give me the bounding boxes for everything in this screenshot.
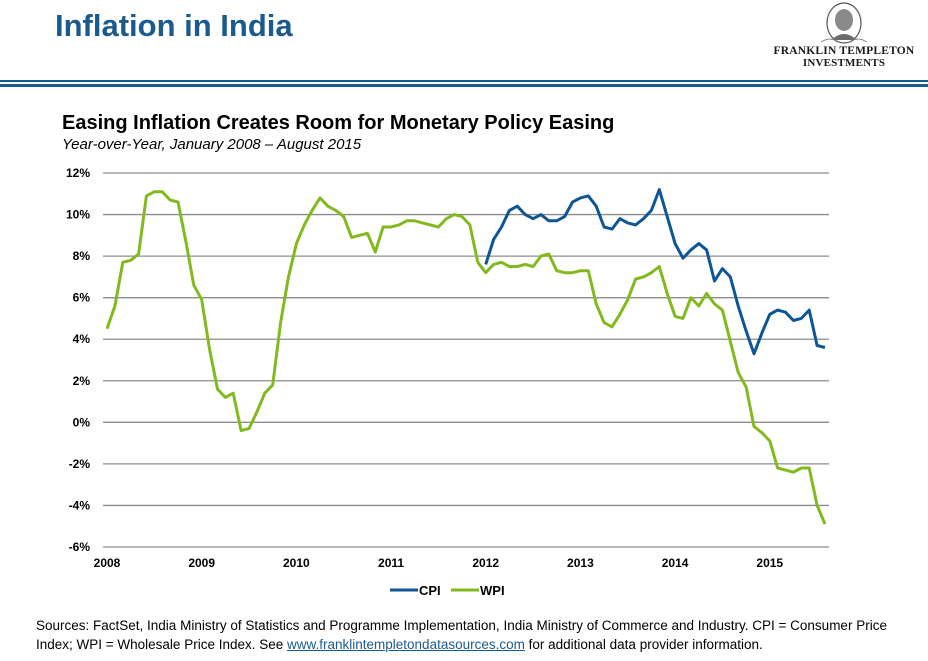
x-tick-label: 2009 bbox=[188, 556, 215, 570]
y-tick-label: 8% bbox=[73, 249, 91, 263]
header-rule-thick bbox=[0, 84, 928, 87]
x-tick-label: 2008 bbox=[94, 556, 121, 570]
header-rule-thin bbox=[0, 80, 928, 82]
sources-footnote: Sources: FactSet, India Ministry of Stat… bbox=[36, 616, 916, 654]
legend-label-wpi: WPI bbox=[480, 583, 505, 598]
page-title: Inflation in India bbox=[55, 8, 293, 43]
y-tick-label: -6% bbox=[69, 540, 91, 554]
x-tick-label: 2014 bbox=[662, 556, 689, 570]
gridlines bbox=[103, 172, 829, 548]
franklin-templeton-logo: FRANKLIN TEMPLETON INVESTMENTS bbox=[760, 2, 928, 69]
line-chart: 12%10%8%6%4%2%0%-2%-4%-6% 2008 2009 2010 20… bbox=[66, 166, 829, 598]
chart-title: Easing Inflation Creates Room for Moneta… bbox=[62, 112, 615, 134]
x-tick-label: 2011 bbox=[378, 556, 404, 570]
legend: CPI WPI bbox=[390, 583, 505, 598]
y-tick-label: 6% bbox=[73, 291, 91, 305]
x-tick-label: 2012 bbox=[472, 556, 499, 570]
y-tick-label: 10% bbox=[66, 208, 90, 222]
y-tick-label: 4% bbox=[73, 332, 91, 346]
series-line-wpi bbox=[105, 190, 827, 525]
y-tick-label: 12% bbox=[66, 166, 90, 180]
x-tick-label: 2010 bbox=[283, 556, 310, 570]
franklin-portrait-icon bbox=[820, 2, 868, 44]
footnote-text: Sources: FactSet, India Ministry of Stat… bbox=[36, 618, 887, 652]
logo-text-line2: INVESTMENTS bbox=[802, 57, 886, 69]
x-tick-label: 2015 bbox=[756, 556, 783, 570]
chart-subtitle: Year-over-Year, January 2008 – August 20… bbox=[62, 136, 362, 153]
series-line-cpi bbox=[484, 188, 826, 356]
y-tick-label: 0% bbox=[73, 415, 91, 429]
x-axis-tick-labels: 2008 2009 2010 2011 2012 2013 2014 2015 bbox=[94, 556, 784, 570]
y-tick-label: -4% bbox=[69, 498, 91, 512]
legend-label-cpi: CPI bbox=[419, 583, 441, 598]
x-tick-label: 2013 bbox=[567, 556, 594, 570]
footnote-text-after: for additional data provider information… bbox=[524, 637, 763, 652]
y-axis-tick-labels: 12% 10% 8% 6% 4% 2% 0% -2% -4% -6% bbox=[66, 166, 90, 554]
logo-text-line1: FRANKLIN TEMPLETON bbox=[773, 45, 915, 57]
series-lines bbox=[105, 188, 827, 525]
data-sources-link[interactable]: www.franklintempletondatasources.com bbox=[287, 637, 525, 652]
y-tick-label: -2% bbox=[69, 457, 91, 471]
y-tick-label: 2% bbox=[73, 374, 91, 388]
